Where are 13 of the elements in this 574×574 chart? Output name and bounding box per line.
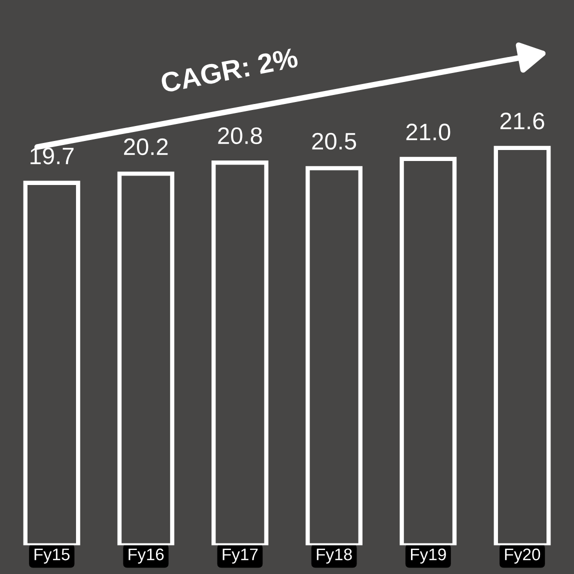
data-label: 20.2 — [124, 138, 168, 156]
data-label: 20.8 — [218, 127, 262, 144]
x-tick-label: Fy17 — [222, 548, 258, 564]
text: CAGR: 2% — [160, 48, 298, 93]
x-tick-label: Fy15 — [34, 548, 70, 564]
data-label: 20.5 — [312, 132, 356, 150]
x-tick-label: Fy20 — [505, 548, 540, 564]
data-label: 21.6 — [500, 112, 544, 130]
x-tick-label: Fy18 — [316, 548, 352, 564]
data-label: 19.7 — [30, 148, 74, 164]
x-tick-label: Fy19 — [410, 548, 446, 564]
data-label: 21.0 — [406, 124, 450, 140]
x-tick-label: Fy16 — [128, 548, 164, 564]
